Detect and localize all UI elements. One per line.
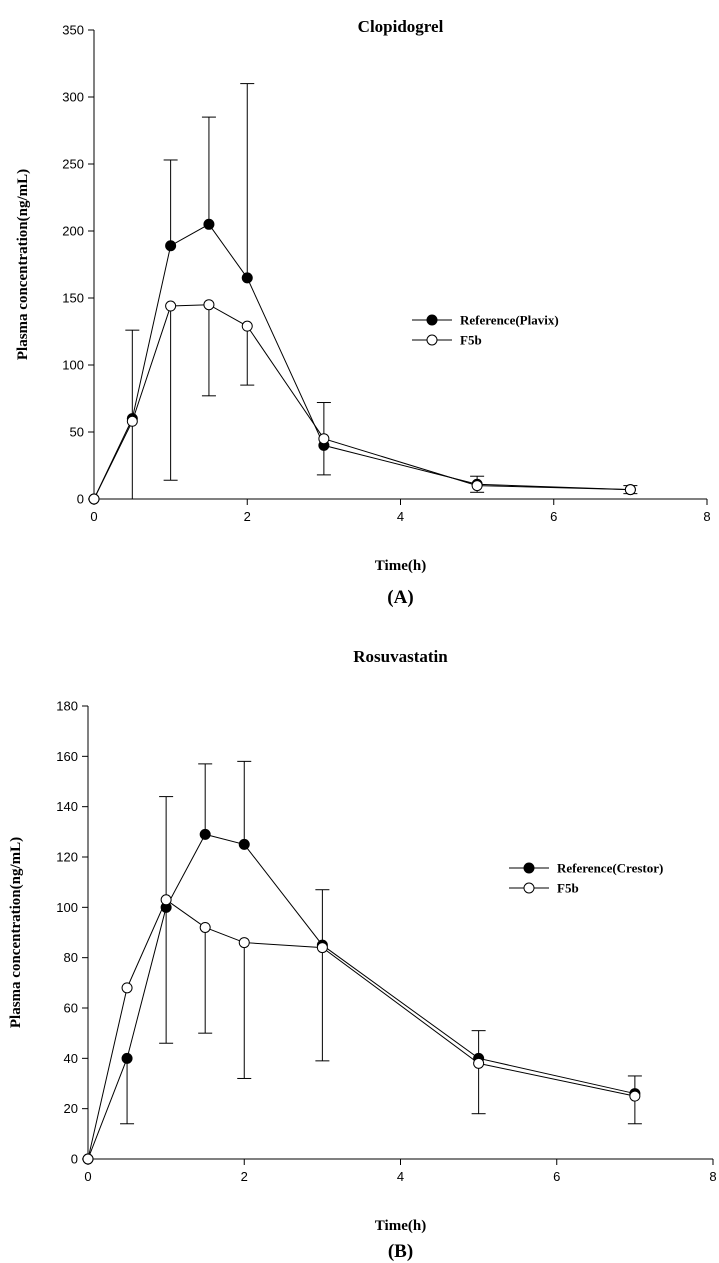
series-line-f5b	[93, 304, 631, 500]
y-tick-label: 180	[56, 699, 78, 714]
x-tick-label: 6	[553, 1169, 560, 1184]
legend-marker	[426, 334, 438, 346]
data-point-f5b	[471, 480, 483, 492]
series-line-reference	[93, 223, 631, 500]
data-point-f5b	[238, 937, 250, 949]
y-axis-label: Plasma concentration(ng/mL)	[8, 837, 24, 1028]
panel-b-rosuvastatin: Rosuvastatin 0 20 40 60 80 100 120 140 160 180 0 2 4 6…	[8, 647, 717, 1262]
data-point-f5b	[241, 320, 253, 332]
panel-label: (A)	[387, 587, 413, 608]
data-point-f5b	[88, 493, 100, 505]
y-tick-label: 150	[62, 291, 84, 306]
panel-label: (B)	[388, 1241, 413, 1262]
x-tick-label: 4	[397, 509, 404, 524]
y-tick-label: 40	[64, 1051, 78, 1066]
y-tick-label: 140	[56, 799, 78, 814]
legend-label: F5b	[460, 333, 482, 348]
data-point-f5b	[126, 415, 138, 427]
chart-title: Clopidogrel	[358, 17, 444, 36]
x-axis-label: Time(h)	[375, 1218, 426, 1234]
series-line-f5b	[87, 899, 635, 1160]
y-tick-label: 160	[56, 749, 78, 764]
data-point-f5b	[624, 484, 636, 496]
data-point-f5b	[160, 894, 172, 906]
data-point-f5b	[121, 982, 133, 994]
y-tick-label: 350	[62, 23, 84, 38]
legend-marker	[523, 882, 535, 894]
x-tick-label: 2	[244, 509, 251, 524]
data-point-f5b	[165, 300, 177, 312]
y-tick-label: 300	[62, 90, 84, 105]
y-tick-label: 200	[62, 224, 84, 239]
legend-marker	[426, 314, 438, 326]
data-point-reference	[241, 272, 253, 284]
x-axis-label: Time(h)	[375, 558, 426, 574]
series-line-reference	[87, 833, 635, 1160]
data-point-f5b	[316, 942, 328, 954]
data-point-f5b	[199, 921, 211, 933]
legend-marker	[523, 862, 535, 874]
data-point-f5b	[203, 299, 215, 311]
data-point-reference	[121, 1052, 133, 1064]
data-point-f5b	[629, 1090, 641, 1102]
data-point-reference	[238, 838, 250, 850]
y-tick-label: 100	[56, 900, 78, 915]
y-tick-label: 120	[56, 850, 78, 865]
data-point-reference	[199, 828, 211, 840]
y-axis-label: Plasma concentration(ng/mL)	[15, 169, 31, 360]
data-point-f5b	[318, 433, 330, 445]
x-tick-label: 8	[709, 1169, 716, 1184]
data-point-reference	[203, 218, 215, 230]
y-tick-label: 0	[71, 1152, 78, 1167]
x-tick-label: 6	[550, 509, 557, 524]
y-tick-label: 100	[62, 358, 84, 373]
y-tick-label: 50	[70, 425, 84, 440]
y-tick-label: 250	[62, 157, 84, 172]
data-point-reference	[165, 240, 177, 252]
x-tick-label: 2	[241, 1169, 248, 1184]
y-tick-label: 60	[64, 1001, 78, 1016]
data-point-f5b	[82, 1153, 94, 1165]
y-tick-label: 0	[77, 492, 84, 507]
x-tick-label: 0	[84, 1169, 91, 1184]
legend-label: Reference(Plavix)	[460, 313, 559, 328]
y-tick-label: 80	[64, 950, 78, 965]
legend-label: F5b	[557, 881, 579, 896]
panel-a-clopidogrel: Clopidogrel 0 50 100 150 200 250 300 350 0 2 4 6 8 Tim…	[15, 17, 711, 608]
x-tick-label: 8	[703, 509, 710, 524]
x-tick-label: 4	[397, 1169, 404, 1184]
chart-title: Rosuvastatin	[353, 647, 448, 666]
legend-label: Reference(Crestor)	[557, 861, 663, 876]
y-tick-label: 20	[64, 1101, 78, 1116]
data-point-f5b	[473, 1057, 485, 1069]
x-tick-label: 0	[90, 509, 97, 524]
